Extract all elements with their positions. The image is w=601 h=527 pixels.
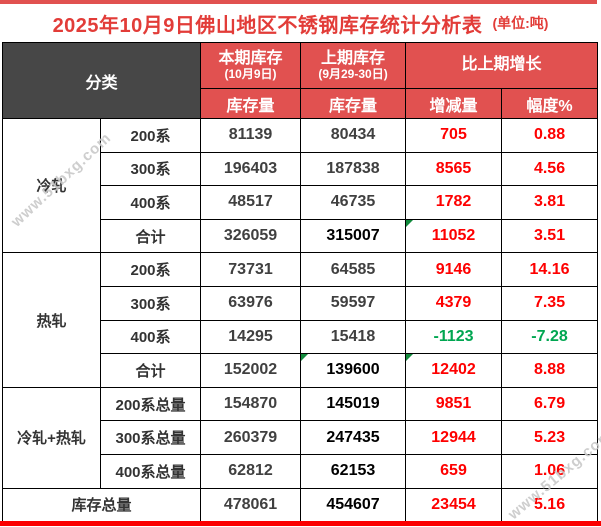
cell-current: 478061 (200, 487, 302, 523)
table-row: 冷轧 200系 81139 80434 705 0.88 (2, 117, 599, 254)
cell-previous: 139600 (300, 353, 407, 388)
cell-current: 260379 (200, 420, 302, 455)
unit-label: (单位:吨) (492, 15, 549, 31)
cell-rate: 3.81 (501, 185, 599, 220)
cell-current: 63976 (200, 285, 302, 321)
cell-rate: 6.79 (501, 386, 599, 422)
cell-current: 154870 (200, 386, 302, 422)
cell-change: 705 (405, 118, 503, 153)
series-label: 合计 (99, 353, 202, 388)
cell-change: -1123 (405, 319, 503, 355)
cell-change: 9146 (405, 252, 503, 287)
series-label: 400系总量 (99, 453, 202, 489)
cell-rate: 7.35 (501, 285, 599, 321)
cell-change: 11052 (405, 218, 503, 254)
group-label-cold-rolled: 冷轧 (2, 117, 101, 254)
series-label: 400系 (99, 185, 202, 220)
cell-change: 9851 (405, 386, 503, 422)
cell-current: 326059 (200, 218, 302, 254)
series-label: 300系 (99, 151, 202, 187)
cell-rate: -7.28 (501, 319, 599, 355)
page-title: 2025年10月9日佛山地区不锈钢库存统计分析表 (52, 14, 483, 37)
cell-current: 62812 (200, 453, 302, 489)
group-label-combined: 冷轧+热轧 (2, 386, 101, 489)
header-current-period: 本期库存 (10月9日) (200, 42, 302, 89)
subheader-change: 增减量 (405, 88, 503, 119)
cell-current: 196403 (200, 151, 302, 187)
cell-current: 81139 (200, 118, 302, 153)
header-previous-title: 上期库存 (321, 49, 386, 67)
header-growth-title: 比上期增长 (461, 56, 542, 74)
table-row: 300系 63976 59597 4379 7.35 (3, 285, 599, 321)
group-label-total: 库存总量 (1, 487, 202, 523)
cell-change: 12402 (405, 353, 503, 388)
table-row: 热轧 200系 73731 64585 9146 14.16 (2, 252, 599, 388)
title-bar: 2025年10月9日佛山地区不锈钢库存统计分析表 (单位:吨) (0, 4, 601, 42)
cell-previous: 15418 (300, 319, 407, 355)
series-label: 300系总量 (99, 420, 202, 455)
header-row-2: 库存量 库存量 增减量 幅度% (3, 88, 599, 119)
cell-previous: 315007 (300, 218, 407, 254)
cell-current: 48517 (200, 185, 302, 220)
bottom-accent-line (0, 521, 601, 526)
group-label-hot-rolled: 热轧 (2, 252, 101, 388)
header-current-title: 本期库存 (218, 49, 283, 67)
table-row: 300系总量 260379 247435 12944 5.23 (3, 420, 599, 455)
cell-change: 8565 (405, 151, 503, 187)
cell-previous: 46735 (300, 185, 407, 220)
inventory-table: 分类 本期库存 (10月9日) 上期库存 (9月29-30日) 比上期增长 库存… (1, 42, 599, 523)
cell-current: 73731 (200, 252, 302, 287)
cell-previous: 62153 (300, 453, 407, 489)
cell-previous: 145019 (300, 386, 407, 422)
cell-current: 152002 (200, 353, 302, 388)
header-row-1: 分类 本期库存 (10月9日) 上期库存 (9月29-30日) 比上期增长 (1, 42, 599, 119)
series-label: 合计 (99, 218, 202, 254)
cell-rate: 5.23 (501, 420, 599, 455)
cell-rate: 14.16 (501, 252, 599, 287)
cell-previous: 59597 (300, 285, 407, 321)
cell-previous: 187838 (300, 151, 407, 187)
table-row-subtotal: 合计 326059 315007 11052 3.51 (3, 218, 599, 254)
cell-previous: 80434 (300, 118, 407, 153)
table-row-grand-total: 库存总量 478061 454607 23454 5.16 (1, 487, 599, 523)
table-row: 冷轧+热轧 200系总量 154870 145019 9851 6.79 (2, 386, 599, 489)
series-label: 400系 (99, 319, 202, 355)
header-previous-date: (9月29-30日) (318, 67, 388, 82)
series-label: 300系 (99, 285, 202, 321)
header-current-date: (10月9日) (224, 67, 277, 82)
table-row-subtotal: 合计 152002 139600 12402 8.88 (3, 353, 599, 388)
series-label: 200系总量 (99, 386, 202, 422)
top-accent-bar (0, 0, 597, 4)
header-growth: 比上期增长 (405, 42, 599, 89)
cell-previous: 64585 (300, 252, 407, 287)
cell-previous: 454607 (300, 487, 407, 523)
header-previous-period: 上期库存 (9月29-30日) (300, 42, 407, 89)
cell-rate: 1.06 (501, 453, 599, 489)
series-label: 200系 (99, 252, 202, 287)
cell-rate: 3.51 (501, 218, 599, 254)
subheader-current-volume: 库存量 (200, 88, 302, 119)
cell-change: 659 (405, 453, 503, 489)
subheader-rate: 幅度% (501, 88, 599, 119)
table-row: 300系 196403 187838 8565 4.56 (3, 151, 599, 187)
cell-change: 23454 (405, 487, 503, 523)
cell-rate: 0.88 (501, 118, 599, 153)
subheader-previous-volume: 库存量 (300, 88, 407, 119)
cell-rate: 5.16 (501, 487, 599, 523)
cell-change: 12944 (405, 420, 503, 455)
cell-rate: 8.88 (501, 353, 599, 388)
cell-previous: 247435 (300, 420, 407, 455)
table-row: 400系总量 62812 62153 659 1.06 (3, 453, 599, 489)
cell-current: 14295 (200, 319, 302, 355)
header-category: 分类 (1, 42, 202, 119)
series-label: 200系 (99, 118, 202, 153)
cell-rate: 4.56 (501, 151, 599, 187)
cell-change: 4379 (405, 285, 503, 321)
cell-change: 1782 (405, 185, 503, 220)
